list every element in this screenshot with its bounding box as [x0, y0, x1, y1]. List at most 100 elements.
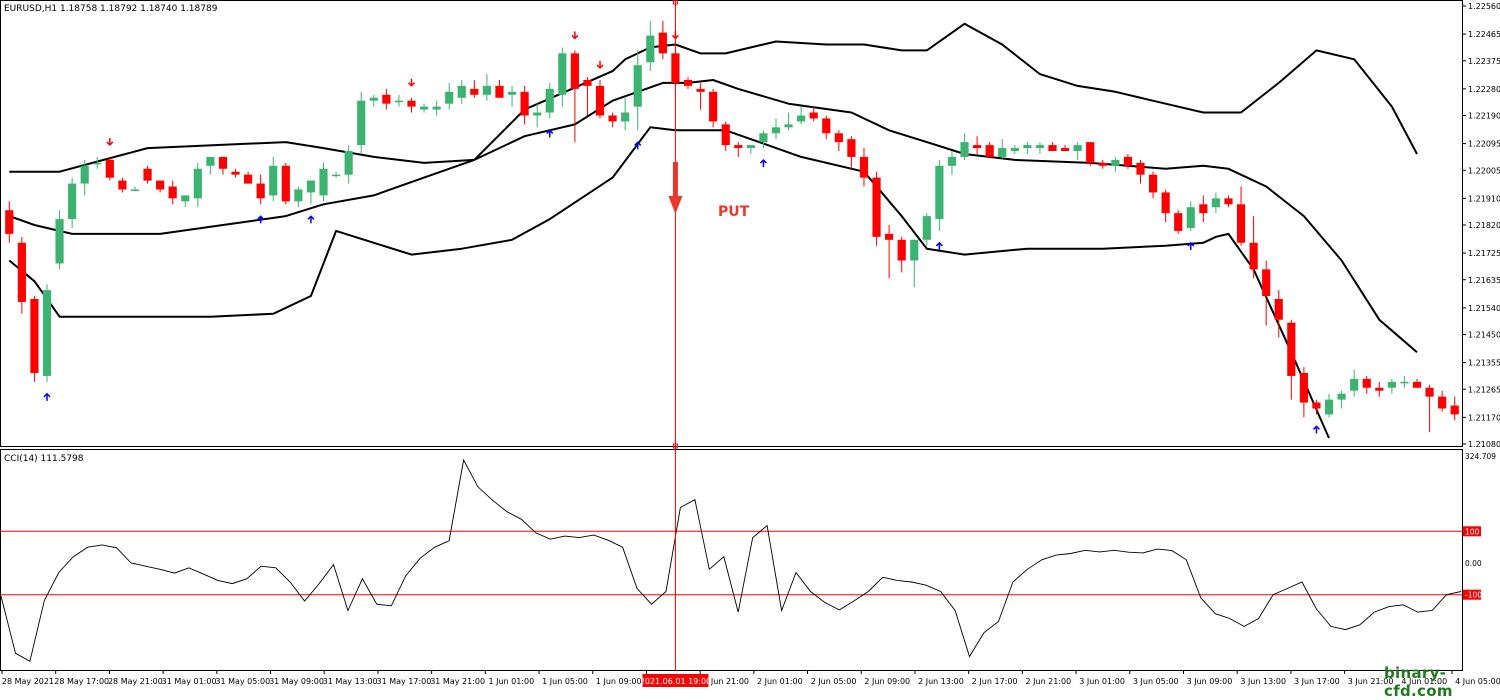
candle-body	[571, 53, 579, 89]
candle-body	[231, 172, 239, 175]
candle-body	[1300, 373, 1308, 403]
candle-body	[898, 240, 906, 261]
candle-body	[1425, 388, 1433, 397]
cci-zero-label: 0.00	[1465, 559, 1482, 568]
bull-candle	[43, 284, 51, 382]
candle-body	[1199, 204, 1207, 213]
time-tick-label: 31 May 17:00	[376, 677, 431, 686]
candle-body	[759, 133, 767, 142]
candle-body	[495, 86, 503, 98]
candle-body	[772, 127, 780, 133]
candle-body	[319, 169, 327, 196]
candle-body	[43, 290, 51, 376]
candle-body	[357, 101, 365, 145]
candle-body	[1224, 198, 1232, 204]
candle-body	[621, 113, 629, 122]
candle-body	[634, 65, 642, 106]
candle-body	[1099, 163, 1107, 166]
candle-body	[1451, 406, 1459, 415]
price-tick-label: 1.22375	[1468, 57, 1500, 66]
time-tick-label: 31 May 13:00	[323, 677, 378, 686]
candle-body	[5, 210, 13, 234]
time-tick-label: 31 May 01:00	[162, 677, 217, 686]
bear-candle	[1174, 210, 1182, 234]
price-tick-label: 1.21355	[1468, 359, 1500, 368]
price-tick-label: 1.21540	[1468, 304, 1500, 313]
time-tick-label: 2 Jun 01:00	[757, 677, 803, 686]
candle-body	[508, 92, 516, 95]
price-tick-label: 1.21635	[1468, 276, 1500, 285]
price-tick-label: 1.21265	[1468, 385, 1500, 394]
candle-body	[382, 95, 390, 104]
candle-body	[93, 163, 101, 165]
candle-body	[521, 92, 529, 116]
candle-body	[960, 142, 968, 157]
candle-body	[219, 157, 227, 169]
candle-body	[68, 184, 76, 220]
cci-header-text: CCI(14) 111.5798	[4, 454, 84, 464]
candle-body	[1400, 382, 1408, 384]
candle-body	[1036, 145, 1044, 148]
candle-body	[118, 181, 126, 190]
candle-body	[1187, 207, 1195, 228]
candle-body	[923, 216, 931, 240]
candle-body	[307, 181, 315, 193]
bear-candle	[106, 157, 114, 181]
candle-body	[294, 189, 302, 201]
price-tick-label: 1.22465	[1468, 30, 1500, 39]
candle-body	[1363, 379, 1371, 388]
candle-body	[1312, 403, 1320, 409]
time-tick-label: 1 Jun 05:00	[542, 677, 588, 686]
candle-body	[1023, 145, 1031, 148]
time-tick-label: 3 Jun 01:00	[1079, 677, 1125, 686]
candle-body	[822, 118, 830, 133]
candle-body	[345, 151, 353, 175]
candle-body	[609, 116, 617, 122]
candle-body	[143, 169, 151, 181]
candle-body	[747, 145, 755, 148]
price-tick-label: 1.22560	[1468, 2, 1500, 11]
candle-body	[948, 157, 956, 166]
candle-body	[872, 178, 880, 237]
bear-candle	[282, 163, 290, 204]
price-tick-label: 1.22095	[1468, 140, 1500, 149]
time-tick-label: 31 May 09:00	[269, 677, 324, 686]
symbol-info-text: EURUSD,H1 1.18758 1.18792 1.18740 1.1878…	[4, 4, 218, 14]
candle-body	[1325, 400, 1333, 415]
price-tick-label: 1.22190	[1468, 112, 1500, 121]
candle-body	[1375, 388, 1383, 391]
candle-body	[257, 184, 265, 199]
candle-body	[458, 86, 466, 98]
candle-body	[1275, 299, 1283, 320]
candle-body	[1124, 157, 1132, 166]
candle-body	[835, 133, 843, 142]
price-tick-label: 1.21910	[1468, 194, 1500, 203]
time-tick-label: 28 May 17:00	[54, 677, 109, 686]
candle-body	[55, 219, 63, 263]
bear-candle	[30, 296, 38, 382]
candle-body	[483, 86, 491, 95]
candle-body	[1350, 379, 1358, 391]
candle-body	[194, 169, 202, 199]
candle-body	[1086, 142, 1094, 163]
candle-body	[1262, 269, 1270, 296]
candle-body	[1413, 382, 1421, 388]
candle-body	[546, 89, 554, 113]
cci-scale-top-label: 324.709	[1465, 452, 1496, 461]
candle-body	[734, 145, 742, 148]
bull-candle	[357, 92, 365, 154]
candle-body	[709, 92, 717, 122]
candle-body	[1136, 163, 1144, 175]
candle-body	[282, 166, 290, 202]
time-tick-label: 1 Jun 01:00	[488, 677, 534, 686]
candle-body	[131, 189, 139, 191]
candle-body	[81, 166, 89, 184]
candle-body	[784, 124, 792, 127]
time-tick-label: 31 May 21:00	[430, 677, 485, 686]
time-tick-label: 2 Jun 17:00	[972, 677, 1018, 686]
candle-body	[156, 181, 164, 190]
price-tick-label: 1.22005	[1468, 166, 1500, 175]
candle-body	[1149, 175, 1157, 193]
